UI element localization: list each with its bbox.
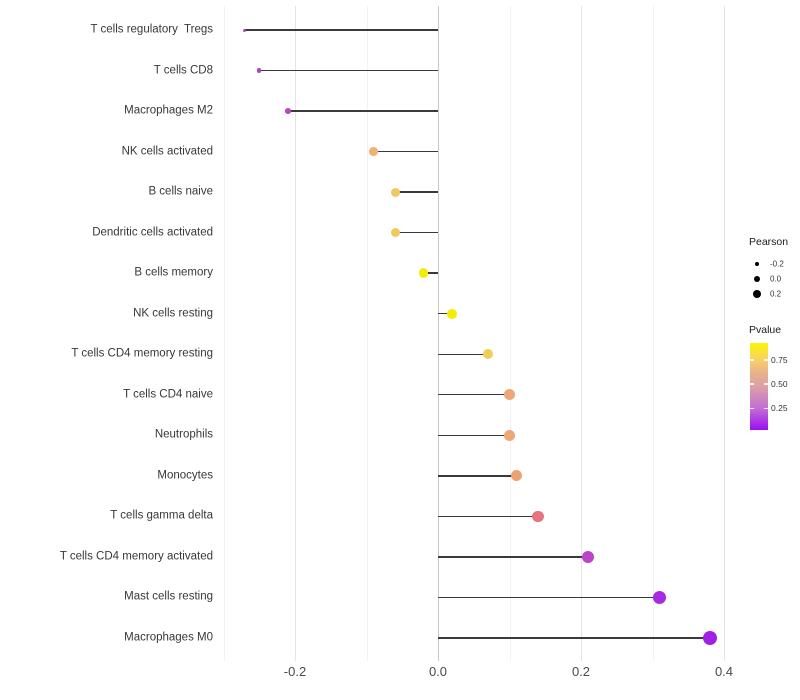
category-label: T cells CD4 memory activated bbox=[59, 550, 213, 563]
colorbar-label: 0.75 bbox=[771, 354, 788, 365]
lollipop-stem bbox=[438, 556, 589, 558]
category-label: T cells CD4 memory resting bbox=[71, 347, 213, 360]
zero-gridline bbox=[438, 6, 439, 661]
lollipop-dot bbox=[257, 68, 262, 73]
colorbar-tick bbox=[764, 407, 768, 409]
category-label: T cells CD8 bbox=[153, 63, 213, 76]
lollipop-dot bbox=[482, 349, 494, 360]
category-label: T cells regulatory Tregs bbox=[90, 23, 213, 36]
lollipop-dot bbox=[419, 268, 429, 278]
lollipop-stem bbox=[395, 191, 438, 193]
pvalue-colorbar bbox=[750, 343, 768, 430]
lollipop-dot bbox=[532, 510, 544, 523]
lollipop-stem bbox=[244, 29, 438, 31]
category-label: Macrophages M0 bbox=[124, 631, 213, 644]
gridline-minor bbox=[509, 6, 511, 661]
colorbar-tick bbox=[764, 383, 768, 385]
category-label: Macrophages M2 bbox=[124, 104, 213, 117]
gridline-minor bbox=[652, 6, 654, 661]
size-legend-label: 0.0 bbox=[770, 274, 782, 284]
lollipop-dot bbox=[447, 308, 458, 319]
lollipop-dot bbox=[390, 228, 400, 238]
x-tick-label: 0.0 bbox=[428, 664, 448, 679]
size-legend-label: 0.2 bbox=[770, 289, 782, 299]
lollipop-dot bbox=[243, 28, 247, 32]
colorbar-label: 0.25 bbox=[771, 403, 788, 414]
size-legend-label: -0.2 bbox=[770, 259, 784, 269]
lollipop-stem bbox=[438, 596, 660, 599]
size-legend-dot bbox=[753, 275, 761, 283]
category-label: Mast cells resting bbox=[124, 590, 213, 603]
lollipop-stem bbox=[438, 353, 489, 355]
lollipop-stem bbox=[259, 69, 438, 72]
lollipop-stem bbox=[438, 475, 517, 477]
gridline-minor bbox=[366, 6, 368, 661]
lollipop-dot bbox=[504, 429, 515, 441]
lollipop-stem bbox=[395, 231, 438, 234]
category-label: T cells CD4 naive bbox=[123, 388, 213, 401]
lollipop-stem bbox=[438, 394, 510, 396]
colorbar-tick bbox=[764, 359, 768, 361]
category-label: NK cells resting bbox=[133, 306, 213, 319]
category-label: Dendritic cells activated bbox=[92, 225, 213, 238]
lollipop-dot bbox=[504, 389, 515, 401]
lollipop-dot bbox=[511, 470, 523, 482]
size-legend-dot bbox=[753, 290, 761, 298]
gridline-major bbox=[724, 6, 725, 661]
lollipop-stem bbox=[438, 515, 539, 518]
gridline-major bbox=[581, 6, 582, 661]
gridline-major bbox=[295, 6, 296, 661]
colorbar-tick bbox=[750, 383, 754, 385]
category-label: T cells gamma delta bbox=[110, 509, 213, 522]
lollipop-stem bbox=[438, 434, 510, 437]
lollipop-dot bbox=[582, 550, 595, 564]
x-tick-label: 0.2 bbox=[571, 664, 591, 679]
x-tick-label: -0.2 bbox=[283, 664, 307, 679]
lollipop-dot bbox=[369, 147, 379, 156]
lollipop-dot bbox=[285, 108, 291, 114]
x-tick-label: 0.4 bbox=[714, 664, 734, 679]
color-legend-title: Pvalue bbox=[749, 324, 782, 336]
lollipop-stem bbox=[423, 272, 438, 274]
lollipop-stem bbox=[287, 110, 438, 112]
colorbar-label: 0.50 bbox=[771, 378, 788, 389]
lollipop-stem bbox=[438, 637, 710, 639]
category-label: Monocytes bbox=[157, 469, 213, 482]
size-legend-dot bbox=[754, 261, 760, 267]
gridline-minor bbox=[223, 6, 225, 661]
colorbar-tick bbox=[750, 407, 754, 409]
lollipop-dot bbox=[702, 630, 717, 645]
lollipop-stem bbox=[438, 313, 453, 315]
category-label: B cells naive bbox=[148, 185, 213, 198]
colorbar-tick bbox=[750, 359, 754, 361]
size-legend-title: Pearson bbox=[749, 236, 789, 248]
lollipop-dot bbox=[653, 590, 667, 605]
category-label: NK cells activated bbox=[121, 144, 213, 157]
category-label: Neutrophils bbox=[154, 428, 213, 441]
lollipop-dot bbox=[390, 187, 400, 197]
lollipop-stem bbox=[373, 150, 438, 153]
category-label: B cells memory bbox=[134, 266, 213, 279]
